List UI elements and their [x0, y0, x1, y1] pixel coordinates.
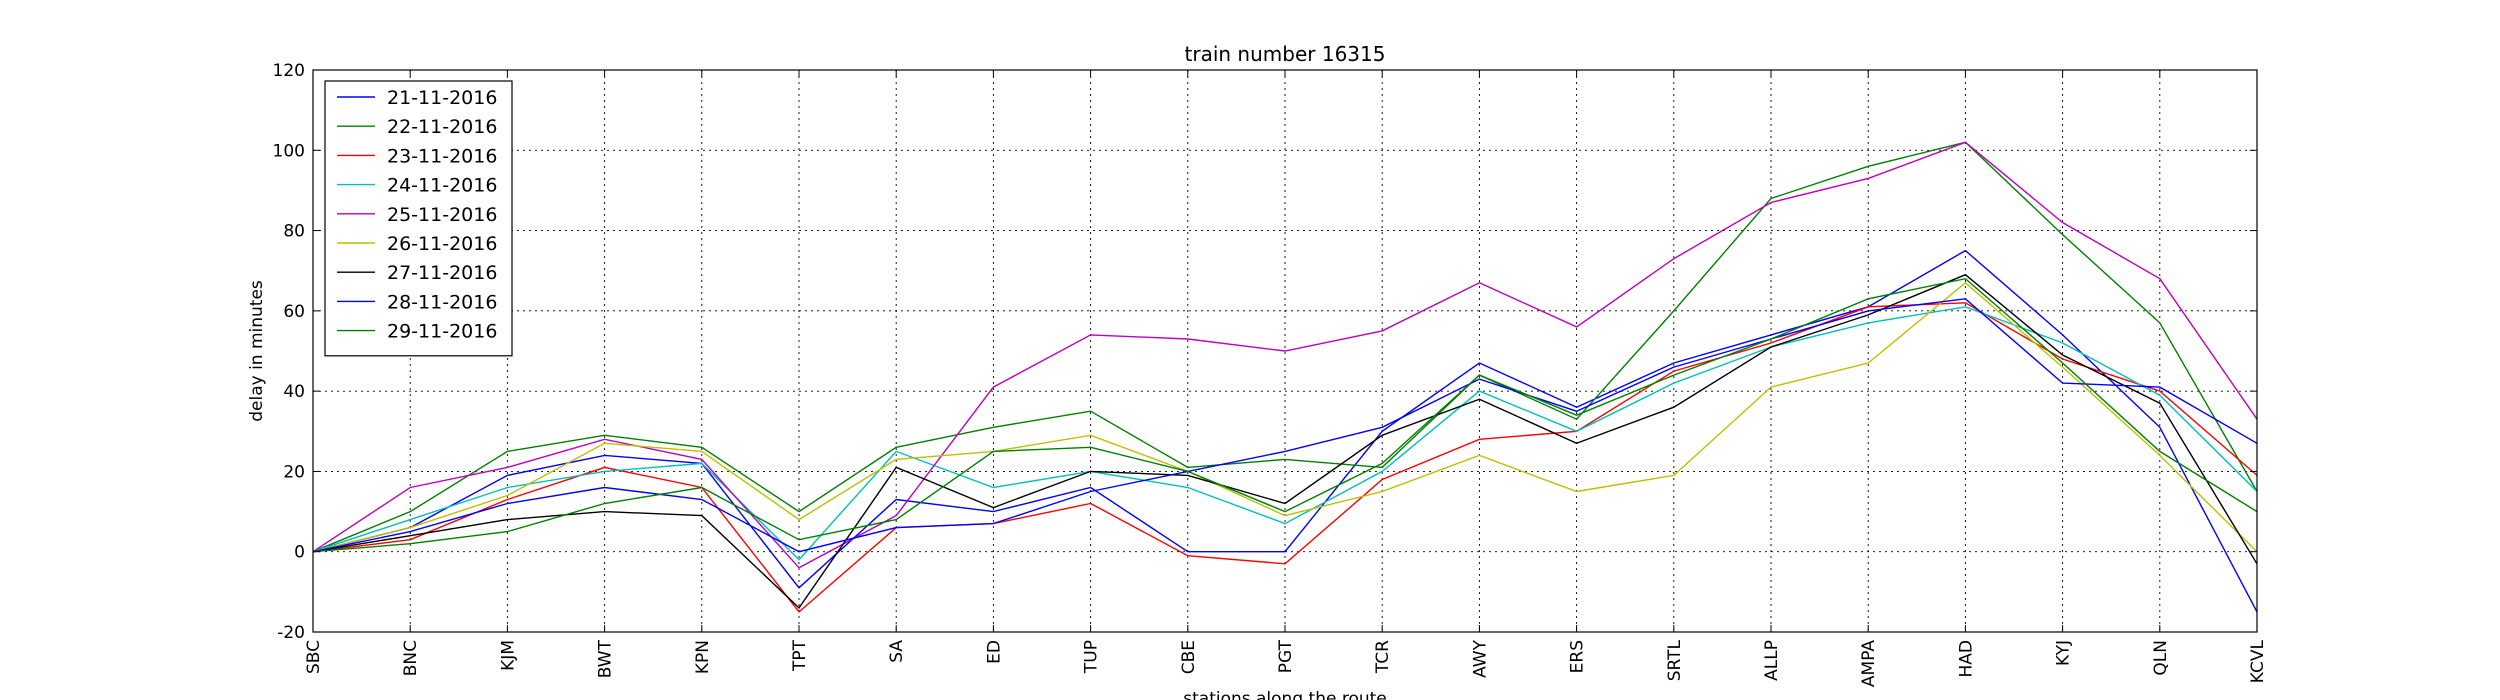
series-line-22-11-2016 [312, 141, 2258, 553]
x-tick-label: SRTL [1665, 639, 1685, 681]
y-tick-label: 60 [283, 302, 305, 322]
legend-label: 28-11-2016 [387, 291, 497, 313]
legend: 21-11-2016 22-11-2016 23-11-2016 24-11-2016… [324, 80, 513, 357]
x-tick-label: KJM [498, 640, 518, 671]
legend-label: 25-11-2016 [387, 204, 497, 226]
x-tick-label: CBE [1179, 640, 1199, 674]
chart-title: train number 16315 [1185, 42, 1386, 66]
y-tick-label: 20 [283, 462, 305, 482]
legend-label: 24-11-2016 [387, 175, 497, 197]
x-tick-label: PGT [1276, 639, 1296, 673]
y-axis-ticks: -20 0 20 40 60 80 100 120 [273, 61, 2257, 643]
legend-label: 22-11-2016 [387, 116, 497, 138]
series-line-21-11-2016 [312, 249, 2258, 613]
x-tick-label: TPT [790, 639, 810, 672]
x-tick-label: ED [984, 640, 1004, 664]
y-tick-label: 0 [294, 543, 305, 563]
y-tick-label: 80 [283, 222, 305, 242]
x-tick-label: KCVL [2248, 639, 2268, 683]
x-tick-label: QLN [2151, 640, 2171, 676]
grid [312, 69, 2258, 633]
series-line-27-11-2016 [312, 273, 2258, 609]
x-tick-label: TUP [1082, 640, 1102, 674]
legend-label: 29-11-2016 [387, 321, 497, 343]
series-line-24-11-2016 [312, 306, 2258, 561]
x-tick-label: SA [887, 640, 907, 663]
x-axis-label: stations along the route [1183, 689, 1387, 700]
x-tick-label: SBC [304, 640, 324, 674]
x-tick-label: AMPA [1859, 640, 1879, 687]
series-line-26-11-2016 [312, 281, 2258, 553]
x-tick-label: KPN [693, 640, 713, 674]
y-axis-label: delay in minutes [247, 280, 267, 422]
x-tick-label: HAD [1956, 640, 1976, 678]
y-tick-label: -20 [277, 623, 305, 643]
x-tick-label: KYJ [2054, 640, 2074, 666]
series-line-29-11-2016 [312, 277, 2258, 553]
x-tick-label: AWY [1470, 639, 1490, 678]
legend-label: 27-11-2016 [387, 262, 497, 284]
legend-label: 21-11-2016 [387, 87, 497, 109]
legend-label: 26-11-2016 [387, 233, 497, 255]
series-lines [312, 141, 2258, 613]
series-line-28-11-2016 [312, 298, 2258, 553]
x-axis-ticks: SBC BNC KJM BWT KPN TPT SA ED TUP CBE PGT TCR AWY ERS… [304, 70, 2268, 687]
x-tick-label: TCR [1373, 640, 1393, 674]
series-line-23-11-2016 [312, 302, 2258, 613]
x-tick-label: BWT [596, 639, 616, 678]
y-tick-label: 40 [283, 382, 305, 402]
x-tick-label: BNC [401, 640, 421, 676]
x-tick-label: ERS [1568, 640, 1588, 673]
y-tick-label: 100 [273, 141, 305, 161]
x-tick-label: ALLP [1762, 640, 1782, 681]
y-tick-label: 120 [273, 61, 305, 81]
legend-label: 23-11-2016 [387, 145, 497, 167]
